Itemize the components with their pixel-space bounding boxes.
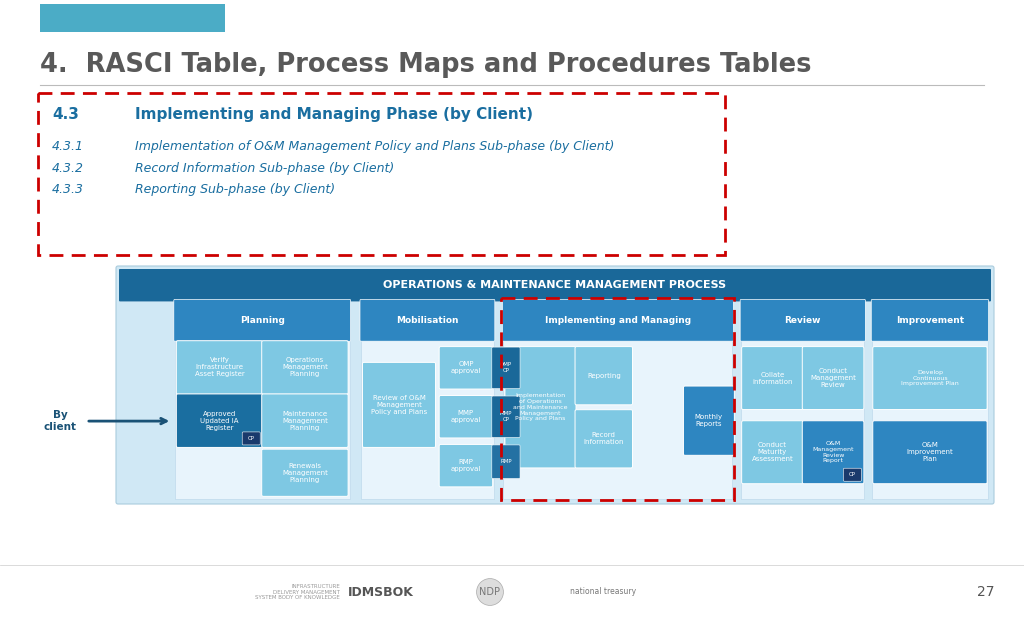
Text: Implementing and Managing: Implementing and Managing (545, 316, 691, 325)
FancyBboxPatch shape (116, 266, 994, 504)
FancyBboxPatch shape (741, 347, 803, 410)
Text: Approved
Updated IA
Register: Approved Updated IA Register (201, 411, 239, 431)
Text: Develop
Continuous
Improvement Plan: Develop Continuous Improvement Plan (901, 370, 958, 387)
Text: Record Information Sub-phase (by Client): Record Information Sub-phase (by Client) (135, 162, 394, 175)
FancyBboxPatch shape (871, 300, 988, 341)
FancyBboxPatch shape (243, 432, 260, 445)
Bar (502, 298, 734, 500)
Text: national treasury: national treasury (570, 588, 636, 596)
FancyBboxPatch shape (262, 394, 348, 447)
FancyBboxPatch shape (176, 340, 263, 394)
FancyBboxPatch shape (362, 362, 435, 447)
FancyBboxPatch shape (439, 347, 493, 389)
Bar (175, 340, 349, 499)
Text: INFRASTRUCTURE
DELIVERY MANAGEMENT
SYSTEM BODY OF KNOWLEDGE: INFRASTRUCTURE DELIVERY MANAGEMENT SYSTE… (255, 584, 340, 600)
Text: Reporting Sub-phase (by Client): Reporting Sub-phase (by Client) (135, 183, 335, 196)
Text: Implementation
of Operations
and Maintenance
Management
Policy and Plans: Implementation of Operations and Mainten… (513, 393, 567, 421)
Text: Collate
information: Collate information (753, 372, 793, 385)
FancyBboxPatch shape (439, 396, 493, 438)
Text: IDMSBOK: IDMSBOK (348, 586, 414, 598)
FancyBboxPatch shape (741, 420, 803, 484)
FancyBboxPatch shape (492, 396, 520, 438)
Bar (741, 340, 864, 499)
Text: Monthly
Reports: Monthly Reports (695, 414, 723, 427)
FancyBboxPatch shape (872, 347, 987, 410)
Text: Implementing and Managing Phase (by Client): Implementing and Managing Phase (by Clie… (135, 107, 534, 122)
FancyBboxPatch shape (683, 386, 734, 455)
Text: CP: CP (248, 436, 255, 441)
FancyBboxPatch shape (492, 347, 520, 388)
Text: OMP
approval: OMP approval (451, 362, 481, 374)
Text: Record
Information: Record Information (584, 433, 624, 445)
Text: 4.3.1: 4.3.1 (52, 140, 84, 153)
FancyBboxPatch shape (262, 340, 348, 394)
Text: Verify
Infrastructure
Asset Register: Verify Infrastructure Asset Register (195, 358, 245, 378)
FancyBboxPatch shape (740, 300, 865, 341)
Text: RMP: RMP (500, 460, 512, 464)
Text: MMP
CP: MMP CP (500, 412, 512, 422)
Bar (40, 4, 225, 32)
Text: O&M
Management
Review
Report: O&M Management Review Report (812, 441, 854, 463)
Text: Review of O&M
Management
Policy and Plans: Review of O&M Management Policy and Plan… (371, 395, 427, 415)
Text: Mobilisation: Mobilisation (396, 316, 459, 325)
Text: 4.3.2: 4.3.2 (52, 162, 84, 175)
FancyBboxPatch shape (262, 449, 348, 497)
Text: 4.3.3: 4.3.3 (52, 183, 84, 196)
FancyBboxPatch shape (505, 347, 577, 468)
FancyBboxPatch shape (503, 300, 733, 341)
Text: Renewals
Management
Planning: Renewals Management Planning (282, 463, 328, 483)
Text: Implementation of O&M Management Policy and Plans Sub-phase (by Client): Implementation of O&M Management Policy … (135, 140, 614, 153)
Text: OPERATIONS & MAINTENANCE MANAGEMENT PROCESS: OPERATIONS & MAINTENANCE MANAGEMENT PROC… (383, 280, 727, 290)
Text: Conduct
Maturity
Assessment: Conduct Maturity Assessment (752, 442, 794, 462)
Text: Maintenance
Management
Planning: Maintenance Management Planning (282, 411, 328, 431)
Text: Reporting: Reporting (587, 372, 621, 379)
Bar (504, 340, 732, 499)
Bar (872, 340, 987, 499)
Text: OMP
CP: OMP CP (500, 362, 512, 373)
Text: Review: Review (784, 316, 821, 325)
Text: Planning: Planning (240, 316, 285, 325)
Text: 4.3: 4.3 (52, 107, 79, 122)
Text: 27: 27 (977, 585, 994, 599)
Text: NDP: NDP (479, 587, 501, 597)
FancyBboxPatch shape (844, 468, 861, 481)
Text: By
client: By client (43, 410, 77, 432)
Text: MMP
approval: MMP approval (451, 410, 481, 423)
FancyBboxPatch shape (360, 300, 495, 341)
FancyBboxPatch shape (575, 410, 633, 468)
Bar (38, 93, 725, 255)
FancyBboxPatch shape (802, 347, 864, 410)
FancyBboxPatch shape (174, 300, 350, 341)
Text: Improvement: Improvement (896, 316, 964, 325)
Text: RMP
approval: RMP approval (451, 459, 481, 472)
FancyBboxPatch shape (176, 394, 263, 447)
FancyBboxPatch shape (119, 269, 991, 301)
Text: 4.  RASCI Table, Process Maps and Procedures Tables: 4. RASCI Table, Process Maps and Procedu… (40, 52, 811, 78)
Text: CP: CP (849, 472, 856, 477)
FancyBboxPatch shape (802, 420, 864, 484)
Text: Operations
Management
Planning: Operations Management Planning (282, 358, 328, 378)
FancyBboxPatch shape (439, 444, 493, 487)
FancyBboxPatch shape (575, 347, 633, 405)
FancyBboxPatch shape (492, 445, 520, 479)
Text: Conduct
Management
Review: Conduct Management Review (810, 368, 856, 388)
Text: O&M
Improvement
Plan: O&M Improvement Plan (906, 442, 953, 462)
FancyBboxPatch shape (872, 420, 987, 484)
Bar (361, 340, 494, 499)
